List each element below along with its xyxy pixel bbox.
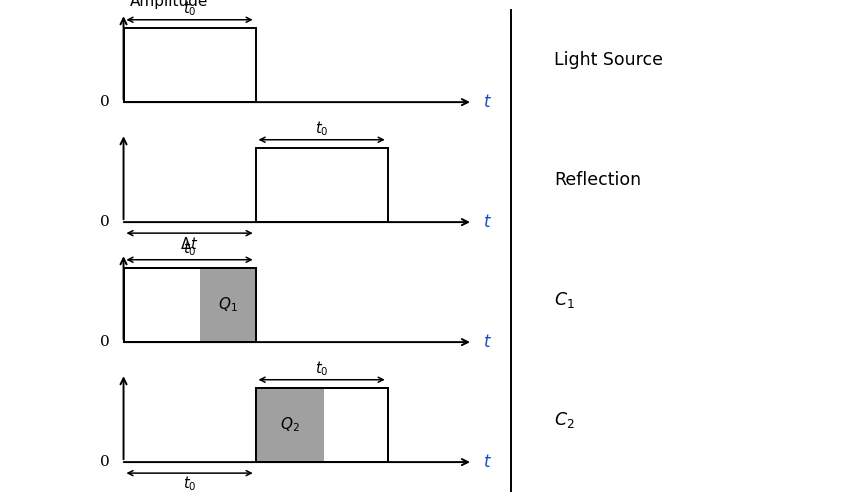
Bar — [124, 268, 256, 342]
Text: $C_2$: $C_2$ — [554, 410, 574, 430]
Text: $t_0$: $t_0$ — [183, 475, 196, 493]
Text: $t_0$: $t_0$ — [183, 239, 196, 258]
Text: 0: 0 — [100, 95, 110, 109]
Text: $t_0$: $t_0$ — [315, 359, 328, 378]
Text: Light Source: Light Source — [554, 51, 663, 69]
Text: $t$: $t$ — [483, 334, 492, 351]
Bar — [256, 388, 325, 462]
Text: 0: 0 — [100, 215, 110, 229]
Text: 0: 0 — [100, 455, 110, 469]
Bar — [256, 148, 388, 222]
Bar — [256, 388, 388, 462]
Bar — [124, 28, 256, 102]
Text: $t$: $t$ — [483, 94, 492, 111]
Text: $t_0$: $t_0$ — [315, 119, 328, 138]
Text: Amplitude: Amplitude — [130, 0, 209, 10]
Text: $\Delta t$: $\Delta t$ — [181, 236, 199, 252]
Text: $t_0$: $t_0$ — [183, 0, 196, 18]
Text: 0: 0 — [100, 335, 110, 349]
Text: $Q_2$: $Q_2$ — [280, 415, 300, 434]
Bar — [124, 268, 256, 342]
Bar — [200, 268, 256, 342]
Text: $C_1$: $C_1$ — [554, 290, 574, 310]
Text: $Q_1$: $Q_1$ — [218, 296, 238, 314]
Bar — [256, 388, 388, 462]
Text: $t$: $t$ — [483, 213, 492, 230]
Text: Reflection: Reflection — [554, 171, 641, 189]
Text: $t$: $t$ — [483, 453, 492, 470]
